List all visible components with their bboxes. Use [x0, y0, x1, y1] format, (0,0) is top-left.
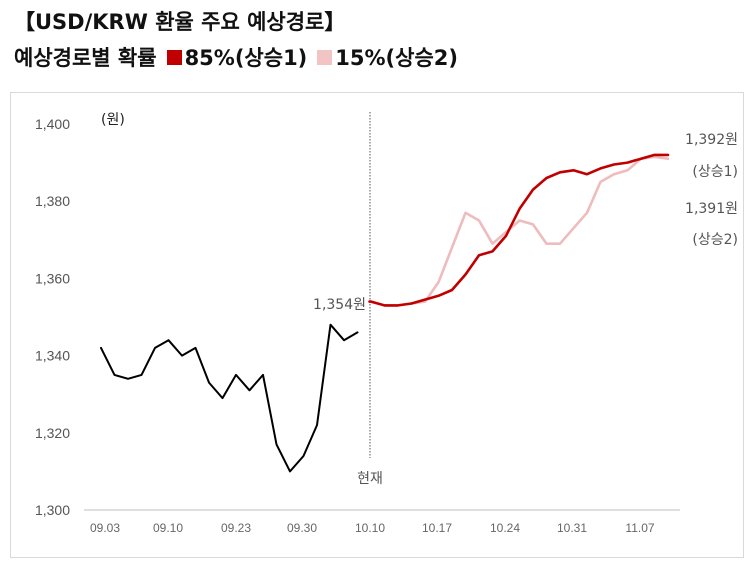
current-label: 현재 — [357, 471, 383, 487]
y-axis-unit-label: (원) — [101, 112, 125, 128]
y-tick-label: 1,380 — [35, 193, 70, 209]
x-tick-label: 09.30 — [287, 521, 317, 535]
x-tick-label: 11.07 — [625, 521, 654, 535]
x-tick-label: 10.17 — [422, 521, 452, 535]
legend-label-path2: 15%(상승2) — [335, 46, 458, 70]
legend-swatch-path1 — [166, 49, 182, 65]
series-line-history — [100, 323, 359, 473]
series-line-path1 — [368, 153, 670, 307]
y-tick-label: 1,300 — [35, 502, 70, 518]
y-tick-label: 1,340 — [35, 348, 70, 364]
x-tick-label: 09.23 — [221, 521, 251, 535]
end-name-label-path2: (상승2) — [692, 232, 738, 248]
x-tick-label: 09.10 — [153, 521, 183, 535]
chart-frame — [10, 92, 744, 558]
x-tick-label: 10.31 — [557, 521, 587, 535]
y-tick-label: 1,400 — [35, 116, 70, 132]
end-value-label-path2: 1,391원 — [685, 201, 738, 217]
x-tick-label: 10.10 — [355, 521, 385, 535]
end-value-label-path1: 1,392원 — [685, 132, 738, 148]
x-tick-label: 10.24 — [490, 521, 520, 535]
chart-subtitle-legend: 예상경로별 확률 85%(상승1) 15%(상승2) — [14, 42, 458, 72]
current-value-label: 1,354원 — [313, 297, 366, 313]
legend-label-path1: 85%(상승1) — [184, 46, 308, 70]
chart-title: 【USD/KRW 환율 주요 예상경로】 — [14, 10, 346, 34]
legend-swatch-path2 — [317, 49, 333, 65]
series-line-path2 — [368, 155, 670, 307]
y-tick-label: 1,320 — [35, 425, 70, 441]
end-name-label-path1: (상승1) — [692, 164, 738, 180]
y-tick-label: 1,360 — [35, 270, 70, 286]
subtitle-text: 예상경로별 확률 — [14, 46, 157, 70]
x-tick-label: 09.03 — [90, 521, 120, 535]
